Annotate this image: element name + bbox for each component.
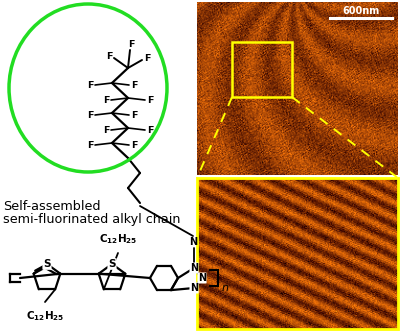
Text: 600nm: 600nm	[342, 6, 380, 16]
Text: F: F	[131, 111, 137, 119]
Text: N: N	[190, 283, 198, 293]
Text: S: S	[108, 259, 116, 269]
Text: N: N	[189, 237, 197, 247]
Text: semi-fluorinated alkyl chain: semi-fluorinated alkyl chain	[3, 213, 180, 226]
Text: F: F	[131, 80, 137, 89]
Text: F: F	[147, 125, 153, 134]
Text: S: S	[43, 259, 51, 269]
Text: F: F	[87, 80, 93, 89]
Text: $\mathbf{C_{12}H_{25}}$: $\mathbf{C_{12}H_{25}}$	[26, 309, 64, 323]
Text: F: F	[87, 140, 93, 150]
Text: Self-assembled: Self-assembled	[3, 200, 100, 213]
Text: F: F	[144, 54, 150, 63]
Text: N: N	[198, 273, 206, 283]
Text: F: F	[147, 96, 153, 105]
Text: F: F	[103, 96, 109, 105]
Text: F: F	[106, 52, 112, 61]
Text: n: n	[222, 283, 229, 293]
Text: N: N	[190, 263, 198, 273]
Text: F: F	[128, 39, 134, 49]
Bar	[197, 178, 398, 329]
Text: F: F	[103, 125, 109, 134]
Text: F: F	[131, 140, 137, 150]
Bar	[232, 42, 292, 97]
Text: F: F	[87, 111, 93, 119]
Text: $\mathbf{C_{12}H_{25}}$: $\mathbf{C_{12}H_{25}}$	[99, 232, 137, 246]
